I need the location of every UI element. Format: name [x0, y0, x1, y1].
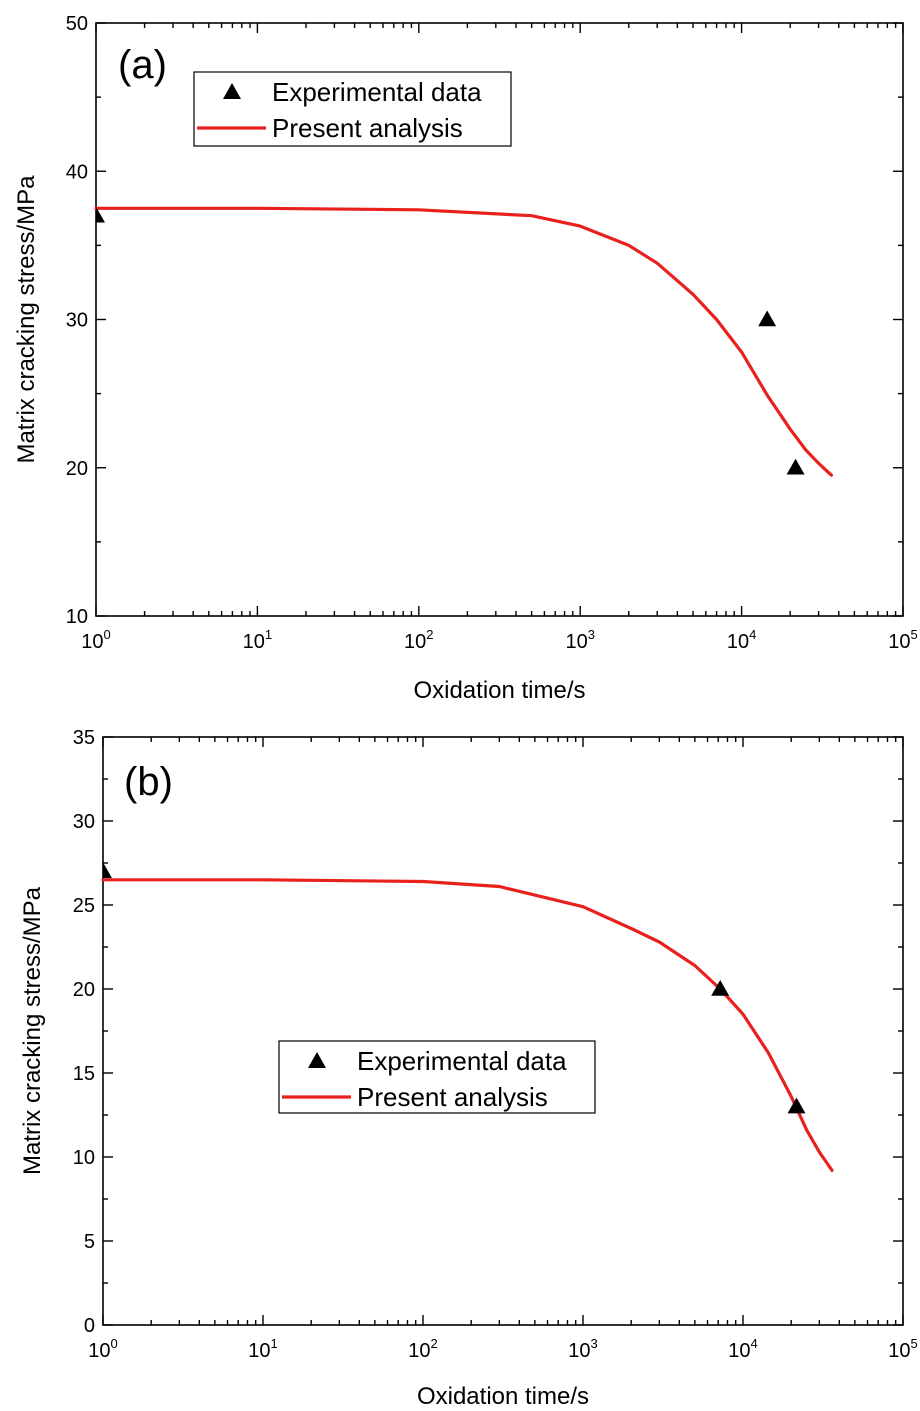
- y-tick-label: 25: [73, 895, 95, 917]
- y-axis-label: Matrix cracking stress/MPa: [19, 886, 46, 1175]
- x-tick-label: 104: [727, 627, 756, 653]
- legend: Experimental data Present analysis: [278, 1040, 596, 1114]
- legend-label: Present analysis: [272, 113, 463, 143]
- analysis-line: [94, 206, 834, 477]
- data-point: [758, 310, 777, 327]
- analysis-line: [101, 878, 834, 1173]
- x-tick-label: 101: [243, 627, 272, 653]
- x-tick-label: 103: [568, 1336, 597, 1362]
- legend-marker: [308, 1052, 326, 1068]
- data-point: [96, 206, 105, 223]
- y-tick-label: 30: [66, 310, 88, 332]
- y-axis-label: Matrix cracking stress/MPa: [13, 175, 40, 464]
- panel-label: (a): [118, 43, 167, 87]
- x-tick-label: 100: [88, 1336, 117, 1362]
- y-tick-label: 20: [66, 458, 88, 480]
- x-tick-label: 100: [81, 627, 110, 653]
- data-point: [711, 980, 730, 996]
- legend: Experimental data Present analysis: [193, 71, 512, 147]
- panel-a: 100 101 102 103 104 105 10 20 30 40 50 Oxidation ti…: [13, 13, 918, 704]
- data-point: [786, 458, 805, 475]
- y-tick-label: 15: [73, 1063, 95, 1085]
- y-tick-label: 10: [73, 1147, 95, 1169]
- y-tick-label: 35: [73, 727, 95, 749]
- legend-box: [193, 71, 512, 147]
- x-axis-label: Oxidation time/s: [417, 1383, 589, 1410]
- legend-box: [278, 1040, 596, 1114]
- x-tick-label: 102: [408, 1336, 437, 1362]
- x-tick-label: 105: [888, 627, 917, 653]
- y-tick-label: 20: [73, 979, 95, 1001]
- y-tick-label: 40: [66, 161, 88, 183]
- legend-label: Experimental data: [272, 77, 482, 107]
- y-tick-label: 0: [84, 1315, 95, 1337]
- plot-frame: [102, 736, 904, 1326]
- x-tick-label: 101: [248, 1336, 277, 1362]
- y-tick-label: 50: [66, 13, 88, 35]
- y-tick-label: 10: [66, 606, 88, 628]
- data-point: [787, 1097, 806, 1114]
- y-tick-label: 30: [73, 811, 95, 833]
- x-tick-label: 105: [888, 1336, 917, 1362]
- x-axis-label: Oxidation time/s: [413, 677, 585, 704]
- x-tick-label: 103: [565, 627, 594, 653]
- x-tick-label: 104: [728, 1336, 757, 1362]
- panel-label: (b): [124, 760, 173, 804]
- legend-label: Experimental data: [357, 1046, 567, 1076]
- legend-marker: [223, 83, 241, 99]
- panel-b: 100 101 102 103 104 105 0 5 10 15 20 25 30 35 Oxidatio…: [19, 727, 918, 1410]
- y-tick-label: 5: [84, 1231, 95, 1253]
- legend-label: Present analysis: [357, 1082, 548, 1112]
- data-point: [103, 862, 112, 879]
- x-tick-label: 102: [404, 627, 433, 653]
